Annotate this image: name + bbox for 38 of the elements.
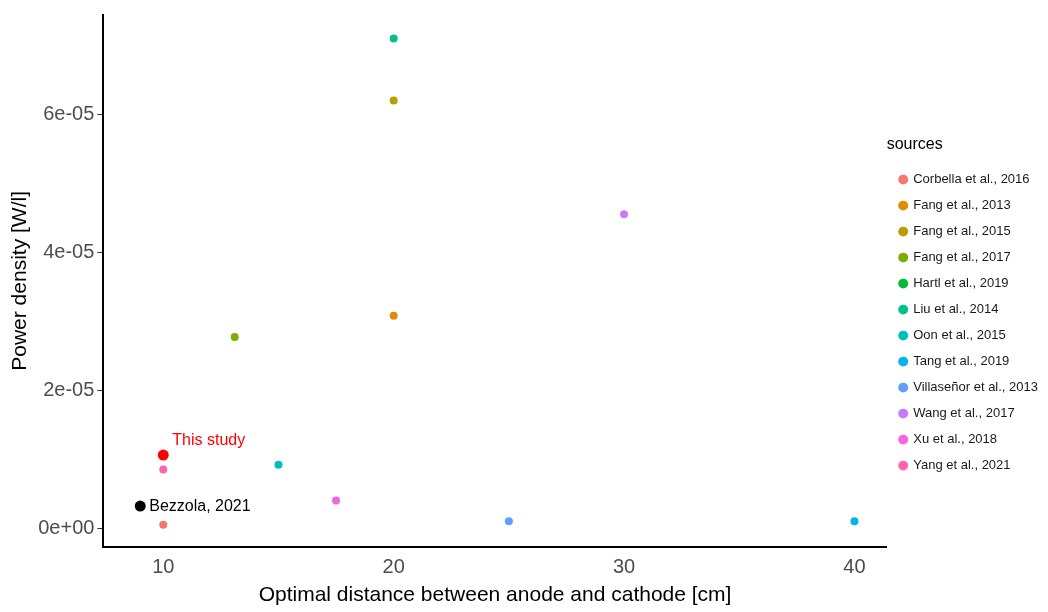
legend-label: Fang et al., 2013: [913, 197, 1011, 213]
legend-label: Villaseñor et al., 2013: [913, 379, 1039, 395]
point: [134, 500, 146, 512]
legend-label: Tang et al., 2019: [913, 353, 1010, 369]
legend-label: Liu et al., 2014: [913, 301, 999, 317]
legend-label: Xu et al., 2018: [913, 431, 998, 447]
y-axis-title: Power density [W/l]: [7, 191, 31, 371]
y-tick-label: 0e+00: [38, 515, 95, 538]
annotation: This study: [172, 431, 246, 449]
annotation: Bezzola, 2021: [149, 496, 251, 514]
x-tick-label: 10: [152, 555, 175, 578]
legend-label: Fang et al., 2017: [913, 249, 1011, 265]
x-axis-title: Optimal distance between anode and cathode [cm]: [258, 582, 732, 606]
point: [850, 517, 859, 526]
point: [389, 34, 398, 43]
legend-label: Fang et al., 2015: [913, 223, 1011, 239]
legend-label: Oon et al., 2015: [913, 327, 1006, 343]
x-tick-label: 40: [843, 555, 866, 578]
point: [157, 449, 169, 461]
point: [274, 460, 283, 469]
point: [332, 496, 341, 505]
y-tick-label: 4e-05: [43, 239, 95, 262]
legend-label: Corbella et al., 2016: [913, 171, 1030, 187]
point: [389, 96, 398, 105]
point: [230, 333, 239, 342]
y-tick-label: 2e-05: [43, 377, 95, 400]
point: [389, 311, 398, 320]
y-tick-label: 6e-05: [43, 101, 95, 124]
point: [159, 465, 168, 474]
legend-label: Yang et al., 2021: [913, 457, 1011, 473]
point: [159, 520, 168, 529]
x-tick-label: 20: [382, 555, 405, 578]
legend-label: Wang et al., 2017: [913, 405, 1015, 421]
point: [620, 210, 629, 219]
legend-label: Hartl et al., 2019: [913, 275, 1009, 291]
point: [504, 517, 513, 526]
legend-title: sources: [886, 135, 943, 153]
x-tick-label: 30: [612, 555, 636, 578]
